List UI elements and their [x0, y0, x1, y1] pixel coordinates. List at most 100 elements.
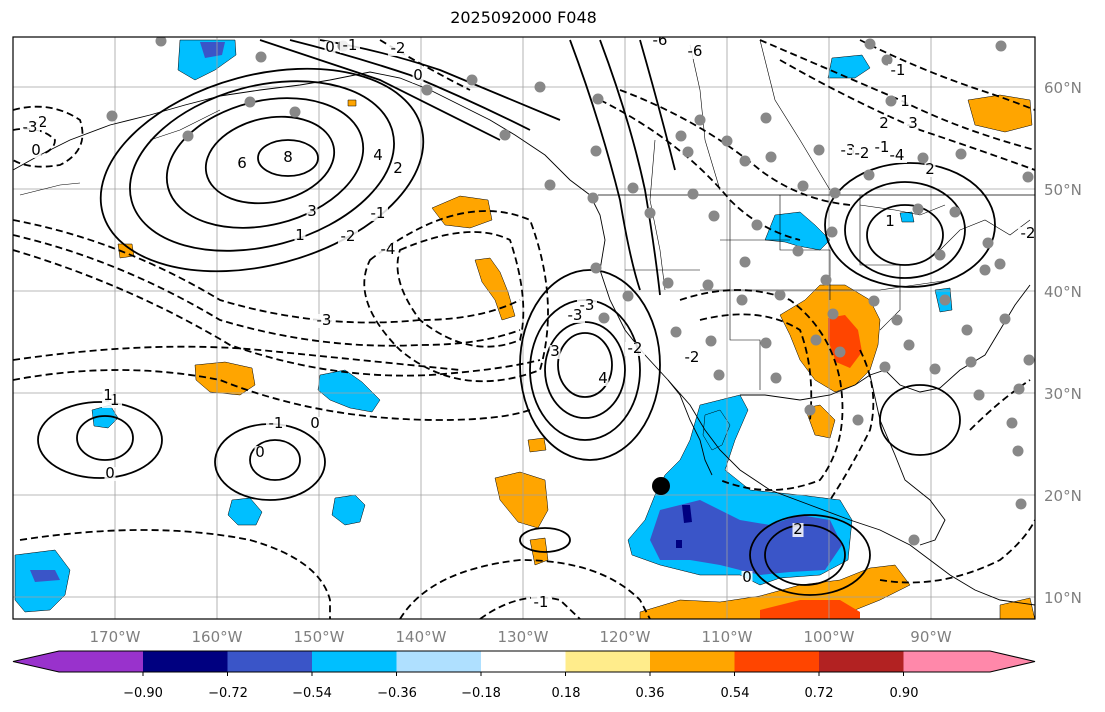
colorbar-tick-label: −0.54 [292, 686, 332, 701]
negative-shade-core [650, 500, 842, 575]
contour-label: 4 [598, 369, 608, 387]
colorbar [12, 650, 1036, 676]
contour-label: -2 [341, 227, 356, 245]
contour-label-bg [266, 417, 286, 431]
contour-label: 0 [31, 141, 41, 159]
contour-label-bg [282, 151, 294, 165]
positive-shade-se [999, 597, 1035, 619]
highlight-marker [652, 477, 670, 495]
contour-label-bg [314, 314, 334, 328]
contour-label: 0 [325, 38, 335, 56]
station-markers [106, 37, 1035, 546]
colorbar-tick-label: −0.18 [461, 686, 501, 701]
contour-label: 0 [105, 464, 115, 482]
colorbar-labels: −0.90 −0.72 −0.54 −0.36 −0.18 0.18 0.36 … [123, 686, 918, 701]
positive-shade-pacific-2 [474, 257, 516, 321]
contour-label-bg [852, 147, 872, 161]
contour-label: -1 [371, 204, 386, 222]
contour-label-bg [20, 121, 40, 135]
contour-label: -1 [891, 61, 906, 79]
colorbar-bin [481, 651, 566, 672]
contour-label-bg [254, 446, 266, 460]
lon-label: 130°W [498, 628, 549, 646]
colorbar-tick-label: 0.18 [552, 686, 581, 701]
latitude-labels: 60°N 50°N 40°N 30°N 20°N 10°N [1044, 79, 1082, 607]
contour-label-bg [102, 389, 114, 403]
contour-label: 2 [393, 159, 403, 177]
lat-label: 50°N [1044, 181, 1082, 199]
contour-label: 6 [237, 154, 247, 172]
contour-label: -2 [1021, 224, 1036, 242]
contour-label-bg [392, 162, 404, 176]
contour-label: -1 [343, 36, 358, 54]
contour-label: 2 [925, 160, 935, 178]
contour-label: 1 [295, 226, 305, 244]
contour-label: -3 [317, 311, 332, 329]
contour-label: 8 [283, 148, 293, 166]
colorbar-tick-label: 0.72 [805, 686, 834, 701]
contour-label: 0 [413, 66, 423, 84]
negative-shade-alaska-core [200, 42, 225, 58]
positive-shade-pacific-1 [431, 195, 493, 229]
contour-label: -1 [269, 414, 284, 432]
lat-label: 30°N [1044, 385, 1082, 403]
contour-label-bg [531, 596, 551, 610]
contour-label-bg [682, 351, 702, 365]
contour-label-bg [878, 117, 890, 131]
colorbar-tick-label: 0.54 [721, 686, 750, 701]
contour-label-bg [324, 41, 336, 55]
colorbar-tick-label: −0.72 [208, 686, 248, 701]
dashed-contours [13, 39, 1035, 619]
colorbar-outline [12, 650, 1036, 673]
colorbar-tick-label: −0.36 [377, 686, 417, 701]
contour-label-bg [388, 42, 408, 56]
lon-label: 170°W [90, 628, 141, 646]
lon-label: 110°W [702, 628, 753, 646]
contour-label-bg [872, 141, 892, 155]
contour-label-bg [907, 117, 919, 131]
contour-label: 0 [310, 414, 320, 432]
contour-label: 0 [742, 568, 752, 586]
contour-label-bg [888, 64, 908, 78]
contour-label: 2 [793, 520, 803, 538]
colorbar-bin [59, 651, 143, 672]
contour-label: -1 [534, 593, 549, 611]
contour-label-bg [1018, 227, 1035, 241]
colorbar-tick-label: −0.90 [123, 686, 163, 701]
map-area: 0-1-20-6684231-2-1-20-3-434-3-2-1123120-… [13, 36, 1036, 619]
lon-label: 120°W [600, 628, 651, 646]
positive-shade-pacific-4 [494, 471, 549, 529]
lat-label: 10°N [1044, 589, 1082, 607]
contour-label-bg [412, 69, 424, 83]
contour-label: 1 [900, 92, 910, 110]
positive-shade-small-2 [347, 99, 357, 107]
contour-label-bg [792, 523, 804, 537]
lat-label: 60°N [1044, 79, 1082, 97]
colorbar-tick-label: 0.36 [636, 686, 665, 701]
lon-label: 140°W [396, 628, 447, 646]
colorbar-bin [565, 651, 651, 672]
contour-label: 1 [103, 386, 113, 404]
contour-label: 0 [255, 443, 265, 461]
contour-label-bg [236, 157, 248, 171]
contour-label: -6 [688, 42, 703, 60]
chart-title: 2025092000 F048 [450, 8, 597, 27]
contour-label-bg [549, 345, 561, 359]
contour-label-bg [338, 230, 358, 244]
negative-shade-deep2 [676, 540, 682, 548]
contour-label-bg [309, 417, 321, 431]
contour-label-bg [340, 39, 360, 53]
map-frame [12, 36, 1036, 620]
colorbar-extension-max [990, 651, 1035, 672]
contour-label-bg [104, 467, 116, 481]
contour-label: -2 [855, 144, 870, 162]
colorbar-bin [227, 651, 313, 672]
contour-label: -2 [391, 39, 406, 57]
contour-label-bg [685, 45, 705, 59]
contour-label: 1 [885, 212, 895, 230]
contour-label: -3 [568, 306, 583, 324]
colorbar-bin [650, 651, 735, 672]
colorbar-bin [143, 651, 228, 672]
colorbar-extension-min [13, 651, 59, 672]
contour-label: -4 [890, 146, 905, 164]
